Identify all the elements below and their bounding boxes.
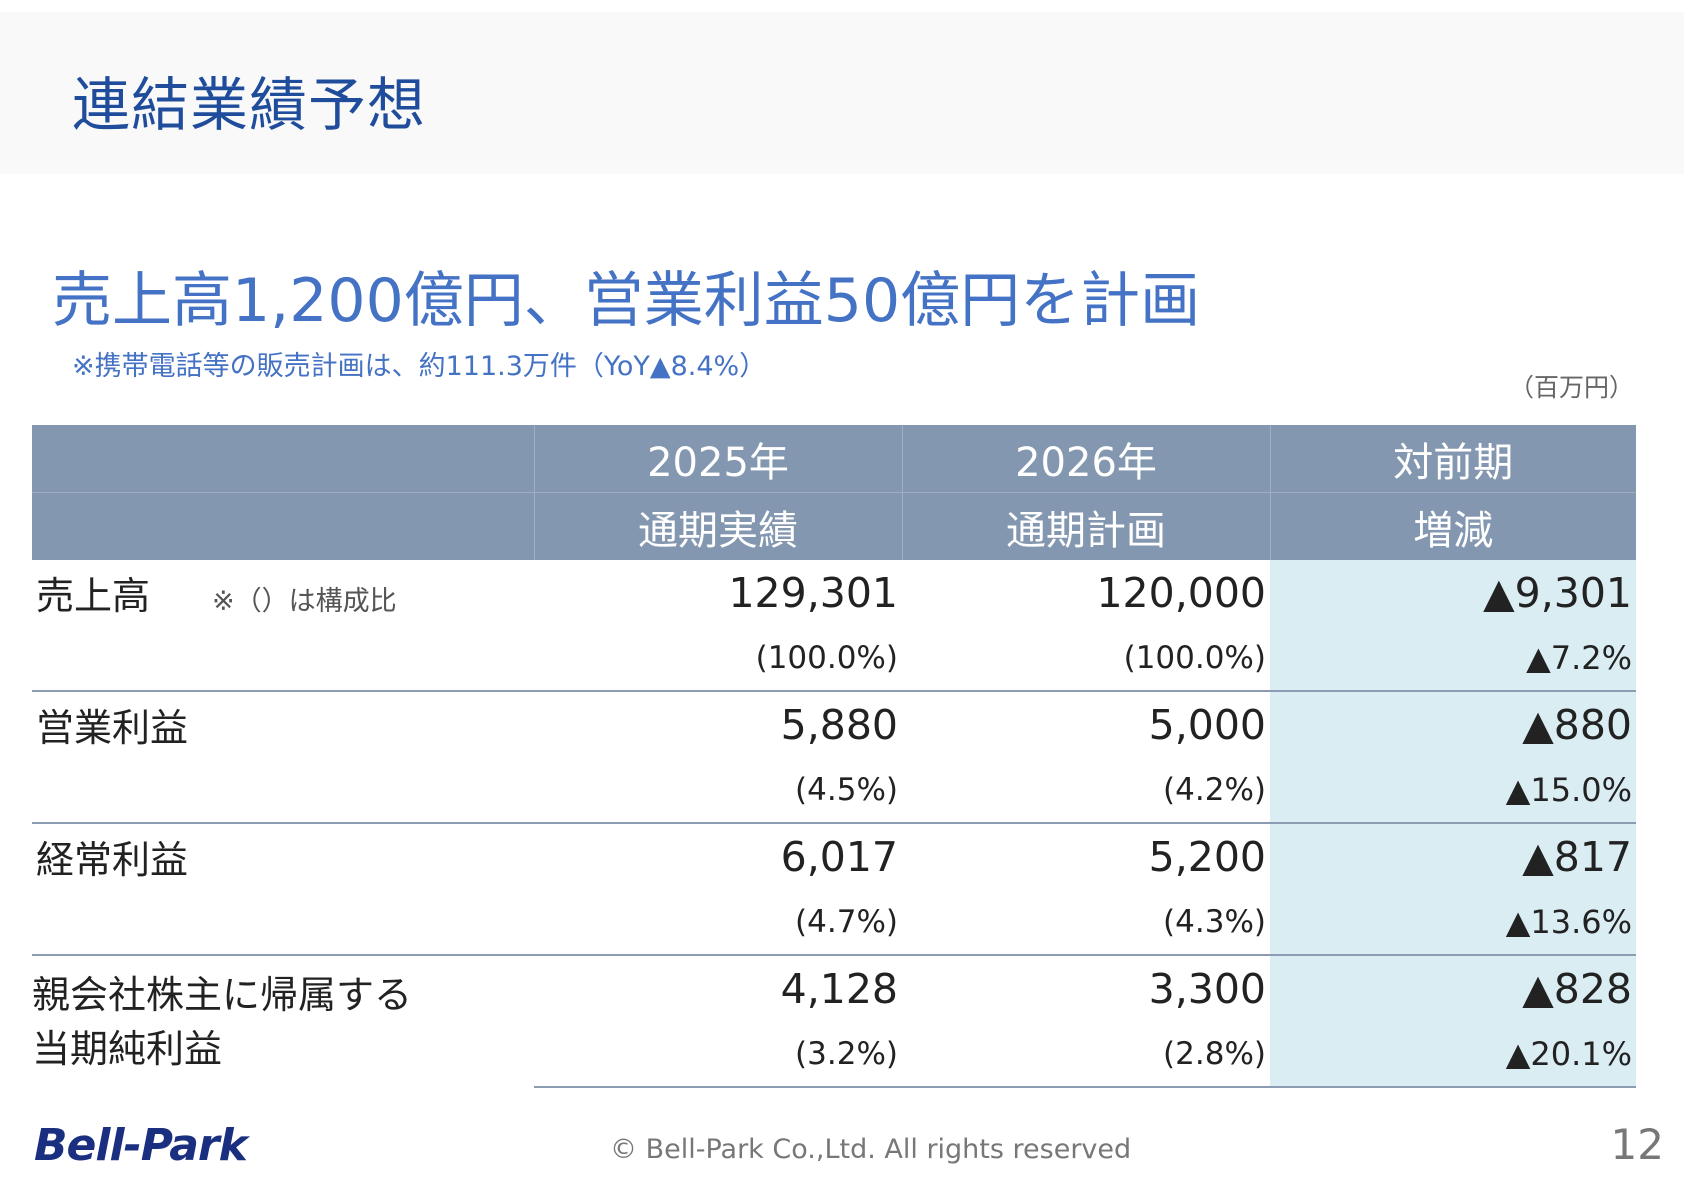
op-profit-change: ▲880 [1270, 691, 1636, 757]
table-row: 経常利益 6,017 5,200 ▲817 [32, 823, 1636, 889]
net-profit-2025: 4,128 [780, 964, 898, 1013]
ord-profit-change-pct: ▲13.6% [1270, 889, 1636, 956]
sales-plan-note: ※携帯電話等の販売計画は、約111.3万件（YoY▲8.4%） [72, 351, 767, 382]
slide-title: 連結業績予想 [72, 71, 427, 139]
row-label-sales: 売上高 ※（）は構成比 [32, 560, 534, 625]
net-profit-2025-ratio: (3.2%) [534, 1021, 902, 1088]
forecast-table: 2025年 2026年 対前期 通期実績 通期計画 増減 売上高 ※（）は構成比 … [32, 425, 1636, 1088]
table-row: (4.7%) (4.3%) ▲13.6% [32, 889, 1636, 956]
net-profit-change-pct: ▲20.1% [1270, 1021, 1636, 1088]
op-profit-2025: 5,880 [780, 700, 898, 749]
header-2025-year: 2025年 [533, 425, 902, 493]
ord-profit-2025-ratio: (4.7%) [534, 889, 902, 956]
net-profit-change: ▲828 [1270, 955, 1636, 1021]
empty-cell [32, 757, 534, 824]
sales-2026: 120,000 [1096, 568, 1266, 617]
net-profit-2026: 3,300 [1148, 964, 1266, 1013]
table-row: 親会社株主に帰属する 当期純利益 4,128 3,300 ▲828 [32, 955, 1636, 1071]
header-2025-actual: 通期実績 [533, 492, 902, 560]
ord-profit-change: ▲817 [1270, 823, 1636, 889]
header-corner [32, 425, 534, 493]
sales-2025: 129,301 [728, 568, 898, 617]
header-change-bottom: 増減 [1269, 492, 1636, 560]
sales-2025-ratio: (100.0%) [534, 625, 902, 692]
header-row-year: 2025年 2026年 対前期 [32, 425, 1636, 493]
sales-change-pct: ▲7.2% [1270, 625, 1636, 692]
ratio-note: ※（）は構成比 [212, 586, 397, 617]
table-row: 営業利益 5,880 5,000 ▲880 [32, 691, 1636, 757]
unit-label: （百万円） [1508, 373, 1634, 402]
table-row: (100.0%) (100.0%) ▲7.2% [32, 625, 1636, 692]
table-row: (4.5%) (4.2%) ▲15.0% [32, 757, 1636, 824]
op-profit-2025-ratio: (4.5%) [534, 757, 902, 824]
page-number: 12 [1610, 1120, 1664, 1169]
op-profit-2026-ratio: (4.2%) [902, 757, 1270, 824]
op-profit-2026: 5,000 [1148, 700, 1266, 749]
header-2026-plan: 通期計画 [901, 492, 1270, 560]
ord-profit-2026-ratio: (4.3%) [902, 889, 1270, 956]
row-label-net-profit: 親会社株主に帰属する 当期純利益 [32, 955, 534, 1087]
net-profit-2026-ratio: (2.8%) [902, 1021, 1270, 1088]
table-row: (3.2%) (2.8%) ▲20.1% [32, 1021, 1636, 1088]
company-logo: Bell-Park [34, 1120, 248, 1171]
header-2026-year: 2026年 [901, 425, 1270, 493]
op-profit-change-pct: ▲15.0% [1270, 757, 1636, 824]
table-row: 売上高 ※（）は構成比 129,301 120,000 ▲9,301 [32, 560, 1636, 625]
net-profit-label-line2: 当期純利益 [32, 1026, 223, 1071]
empty-cell [32, 889, 534, 956]
ord-profit-2026: 5,200 [1148, 832, 1266, 881]
sales-2026-ratio: (100.0%) [902, 625, 1270, 692]
header-change-top: 対前期 [1269, 425, 1636, 493]
row-label-ordinary-profit: 経常利益 [36, 838, 189, 882]
title-band [0, 12, 1684, 174]
row-label-operating-profit: 営業利益 [36, 706, 189, 750]
row-label-text: 売上高 [36, 574, 151, 618]
ord-profit-2025: 6,017 [780, 832, 898, 881]
net-profit-label-line1: 親会社株主に帰属する [32, 972, 413, 1017]
copyright-text: © Bell-Park Co.,Ltd. All rights reserved [610, 1134, 1132, 1165]
header-corner-2 [32, 492, 534, 560]
sales-change: ▲9,301 [1270, 560, 1636, 625]
headline: 売上高1,200億円、営業利益50億円を計画 [52, 266, 1201, 336]
header-row-type: 通期実績 通期計画 増減 [32, 492, 1636, 560]
empty-cell [32, 625, 534, 692]
